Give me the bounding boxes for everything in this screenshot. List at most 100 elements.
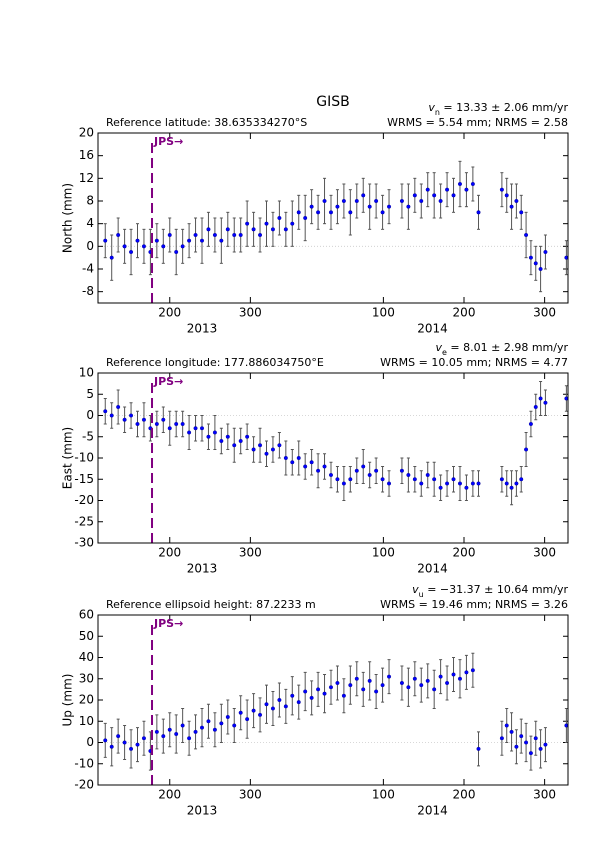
y-tick-label: 30 — [79, 671, 94, 685]
velocity-value: = −31.37 ± 10.64 mm/yr — [424, 583, 569, 596]
data-point — [103, 409, 108, 414]
plot-frame — [97, 132, 569, 304]
data-point — [361, 687, 366, 692]
data-point — [167, 232, 172, 237]
data-point — [457, 676, 462, 681]
y-tick-label: 0 — [86, 735, 94, 749]
y-tick-label: 8 — [86, 194, 94, 208]
y-tick-label: 0 — [86, 408, 94, 422]
data-point — [406, 204, 411, 209]
data-point — [387, 481, 392, 486]
data-point — [445, 681, 450, 686]
data-point — [135, 742, 140, 747]
data-point — [258, 443, 263, 448]
data-point — [374, 198, 379, 203]
data-point — [219, 439, 224, 444]
data-point — [543, 400, 548, 405]
data-point — [296, 700, 301, 705]
data-point — [283, 704, 288, 709]
data-point — [232, 723, 237, 728]
data-point — [309, 460, 314, 465]
data-point — [135, 422, 140, 427]
data-point — [161, 244, 166, 249]
data-point — [245, 221, 250, 226]
data-point — [258, 232, 263, 237]
data-point — [174, 422, 179, 427]
data-point — [154, 238, 159, 243]
data-point — [514, 744, 519, 749]
velocity-text: ve = 8.01 ± 2.98 mm/yr — [435, 341, 568, 357]
data-point — [432, 687, 437, 692]
data-point — [258, 712, 263, 717]
data-point — [154, 422, 159, 427]
data-point — [283, 456, 288, 461]
data-point — [283, 227, 288, 232]
data-point — [141, 736, 146, 741]
data-point — [504, 193, 509, 198]
y-tick-label: -20 — [74, 493, 94, 507]
y-tick-label: -15 — [74, 472, 94, 486]
velocity-value: = 8.01 ± 2.98 mm/yr — [447, 341, 569, 354]
data-point — [451, 193, 456, 198]
data-point — [341, 481, 346, 486]
data-point — [219, 238, 224, 243]
reference-text: Reference ellipsoid height: 87.2233 m — [106, 598, 316, 611]
data-point — [116, 405, 121, 410]
y-tick-label: -8 — [82, 284, 94, 298]
data-point — [180, 723, 185, 728]
data-point — [514, 198, 519, 203]
data-point — [412, 193, 417, 198]
data-point — [348, 477, 353, 482]
x-tick-label: 300 — [533, 546, 556, 560]
data-point — [264, 702, 269, 707]
data-point — [193, 232, 198, 237]
data-point — [251, 227, 256, 232]
data-point — [109, 255, 114, 260]
data-point — [425, 678, 430, 683]
data-point — [129, 249, 134, 254]
data-point — [425, 187, 430, 192]
data-point — [499, 477, 504, 482]
y-axis-label: North (mm) — [61, 183, 75, 253]
data-point — [135, 238, 140, 243]
x-tick-label: 300 — [239, 306, 262, 320]
plot-frame — [97, 614, 569, 786]
data-point — [328, 473, 333, 478]
data-point — [277, 443, 282, 448]
y-tick-label: -20 — [74, 778, 94, 792]
velocity-subscript: n — [435, 108, 440, 117]
reference-text: Reference longitude: 177.886034750°E — [106, 356, 324, 369]
data-point — [212, 232, 217, 237]
data-point — [328, 685, 333, 690]
data-point — [509, 485, 514, 490]
data-point — [141, 417, 146, 422]
data-point — [199, 725, 204, 730]
velocity-value: = 13.33 ± 2.06 mm/yr — [440, 101, 569, 114]
data-point — [309, 204, 314, 209]
velocity-subscript: e — [442, 348, 447, 357]
data-point — [348, 210, 353, 215]
data-point — [251, 708, 256, 713]
data-point — [193, 729, 198, 734]
data-point — [187, 430, 192, 435]
data-point — [180, 244, 185, 249]
data-point — [438, 674, 443, 679]
data-point — [341, 693, 346, 698]
data-point — [519, 210, 524, 215]
data-point — [212, 430, 217, 435]
data-point — [399, 681, 404, 686]
x-tick-label: 300 — [239, 788, 262, 802]
data-point — [476, 746, 481, 751]
data-point — [225, 434, 230, 439]
year-label: 2013 — [187, 322, 218, 336]
data-point — [406, 473, 411, 478]
data-point — [277, 215, 282, 220]
data-point — [470, 181, 475, 186]
year-label: 2014 — [417, 322, 448, 336]
x-tick-label: 200 — [453, 546, 476, 560]
data-point — [303, 689, 308, 694]
data-point — [199, 426, 204, 431]
data-point — [438, 198, 443, 203]
data-point — [419, 198, 424, 203]
